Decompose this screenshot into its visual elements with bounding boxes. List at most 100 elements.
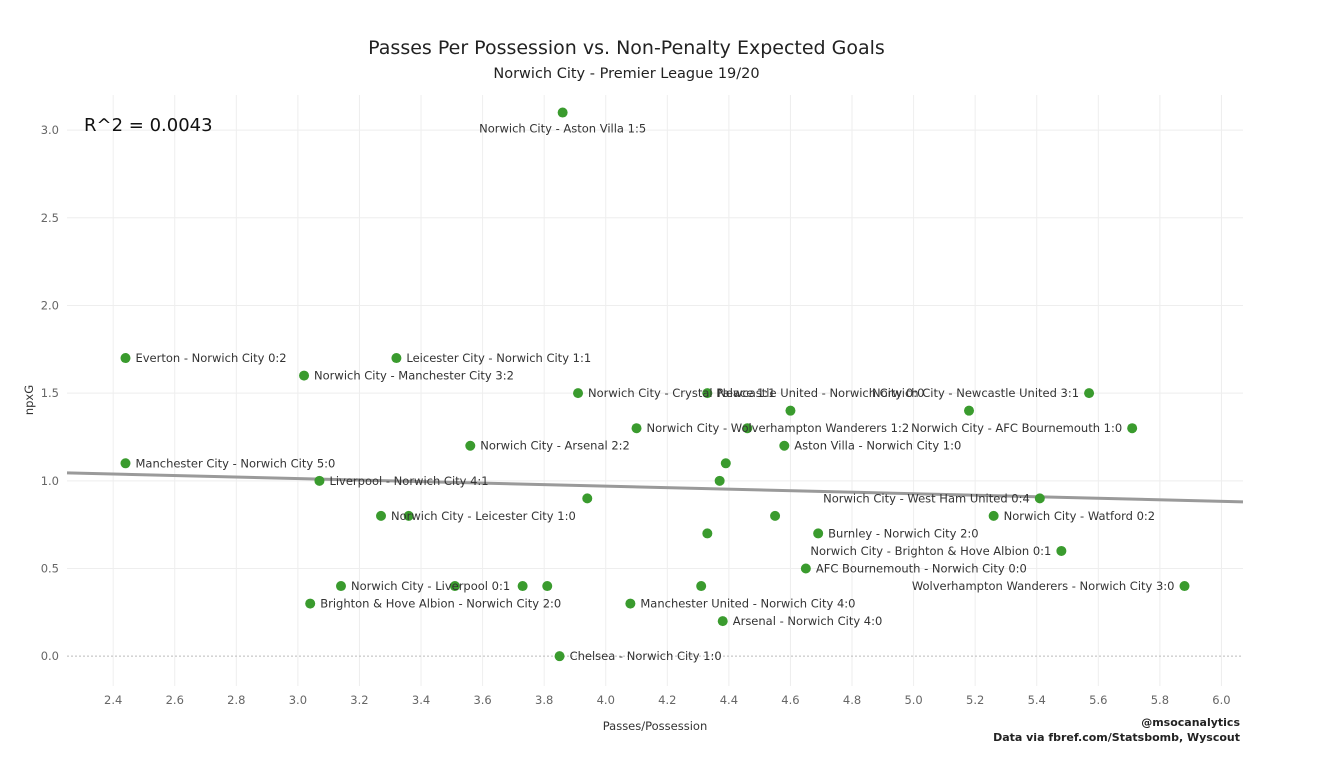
x-tick-label: 4.8 bbox=[843, 693, 861, 707]
point-label: Chelsea - Norwich City 1:0 bbox=[570, 649, 722, 663]
point-label: Liverpool - Norwich City 4:1 bbox=[329, 474, 488, 488]
data-point bbox=[800, 563, 811, 574]
point-label: Norwich City - Liverpool 0:1 bbox=[351, 579, 510, 593]
trend-line bbox=[66, 471, 1244, 504]
y-tick-label: 1.0 bbox=[41, 474, 59, 488]
data-point bbox=[770, 510, 781, 521]
data-point bbox=[785, 405, 796, 416]
point-label: Norwich City - Leicester City 1:0 bbox=[391, 509, 576, 523]
x-tick-label: 5.4 bbox=[1028, 693, 1046, 707]
y-tick-label: 3.0 bbox=[41, 123, 59, 137]
point-label: Everton - Norwich City 0:2 bbox=[135, 351, 286, 365]
x-tick-label: 4.6 bbox=[781, 693, 799, 707]
point-label: Norwich City - Wolverhampton Wanderers 1… bbox=[647, 421, 910, 435]
data-point bbox=[542, 581, 553, 592]
credit-handle: @msocanalytics bbox=[1141, 716, 1240, 729]
data-point bbox=[403, 510, 414, 521]
x-tick-label: 4.0 bbox=[597, 693, 615, 707]
trend-line-group bbox=[66, 471, 1244, 504]
x-tick-label: 4.4 bbox=[720, 693, 738, 707]
data-point bbox=[449, 581, 460, 592]
point-label: Leicester City - Norwich City 1:1 bbox=[406, 351, 591, 365]
x-tick-label: 5.8 bbox=[1151, 693, 1169, 707]
x-tick-label: 5.2 bbox=[966, 693, 984, 707]
data-point bbox=[465, 440, 476, 451]
data-point bbox=[720, 458, 731, 469]
data-point bbox=[554, 651, 565, 662]
point-labels: Norwich City - Aston Villa 1:5 Everton - … bbox=[135, 122, 1174, 664]
x-tick-label: 3.2 bbox=[350, 693, 368, 707]
x-tick-label: 3.6 bbox=[473, 693, 491, 707]
y-tick-label: 2.0 bbox=[41, 298, 59, 312]
y-tick-label: 0.5 bbox=[41, 562, 59, 576]
point-label: Norwich City - Aston Villa 1:5 bbox=[479, 122, 646, 136]
axis-ticks: 2.4 2.6 2.8 3.0 3.2 3.4 3.6 3.8 4.0 4.2 4.4 4.6 4.8 5… bbox=[41, 123, 1231, 707]
data-point bbox=[305, 598, 316, 609]
data-point bbox=[742, 423, 753, 434]
x-tick-label: 2.6 bbox=[166, 693, 184, 707]
point-label: Brighton & Hove Albion - Norwich City 2:… bbox=[320, 597, 561, 611]
chart-subtitle: Norwich City - Premier League 19/20 bbox=[493, 66, 760, 82]
point-label: Norwich City - Newcastle United 3:1 bbox=[872, 386, 1079, 400]
data-points bbox=[120, 107, 1190, 662]
y-tick-label: 2.5 bbox=[41, 211, 59, 225]
data-point bbox=[391, 353, 402, 364]
point-label: Wolverhampton Wanderers - Norwich City 3… bbox=[912, 579, 1175, 593]
y-tick-label: 0.0 bbox=[41, 649, 59, 663]
point-label: Norwich City - Brighton & Hove Albion 0:… bbox=[810, 544, 1051, 558]
data-point bbox=[517, 581, 528, 592]
point-label: Aston Villa - Norwich City 1:0 bbox=[794, 439, 961, 453]
data-point bbox=[625, 598, 636, 609]
data-point bbox=[314, 475, 325, 486]
point-label: Norwich City - West Ham United 0:4 bbox=[823, 491, 1030, 505]
data-point bbox=[1127, 423, 1138, 434]
data-point bbox=[702, 528, 713, 539]
data-point bbox=[376, 510, 387, 521]
credit-source: Data via fbref.com/Statsbomb, Wyscout bbox=[993, 731, 1240, 744]
data-point bbox=[1056, 545, 1067, 556]
data-point bbox=[696, 581, 707, 592]
data-point bbox=[631, 423, 642, 434]
data-point bbox=[1084, 388, 1095, 399]
point-label: AFC Bournemouth - Norwich City 0:0 bbox=[816, 562, 1027, 576]
data-point bbox=[714, 475, 725, 486]
x-tick-label: 5.6 bbox=[1089, 693, 1107, 707]
point-label: Norwich City - Manchester City 3:2 bbox=[314, 369, 514, 383]
data-point bbox=[813, 528, 824, 539]
data-point bbox=[335, 581, 346, 592]
point-label: Norwich City - AFC Bournemouth 1:0 bbox=[911, 421, 1122, 435]
data-point bbox=[702, 388, 713, 399]
x-tick-label: 3.4 bbox=[412, 693, 430, 707]
data-point bbox=[988, 510, 999, 521]
point-label: Newcastle United - Norwich City 0:0 bbox=[717, 386, 924, 400]
x-tick-label: 2.8 bbox=[227, 693, 245, 707]
data-point bbox=[964, 405, 975, 416]
r-squared-annotation: R^2 = 0.0043 bbox=[84, 115, 213, 136]
data-point bbox=[717, 616, 728, 627]
point-label: Arsenal - Norwich City 4:0 bbox=[733, 614, 883, 628]
data-point bbox=[120, 353, 131, 364]
chart-title: Passes Per Possession vs. Non-Penalty Ex… bbox=[368, 37, 885, 59]
x-axis-label: Passes/Possession bbox=[603, 719, 708, 733]
x-tick-label: 3.8 bbox=[535, 693, 553, 707]
data-point bbox=[779, 440, 790, 451]
x-tick-label: 4.2 bbox=[658, 693, 676, 707]
data-point bbox=[1179, 581, 1190, 592]
point-label: Norwich City - Arsenal 2:2 bbox=[480, 439, 630, 453]
data-point bbox=[120, 458, 131, 469]
y-axis-label: npxG bbox=[22, 385, 36, 415]
point-label: Manchester United - Norwich City 4:0 bbox=[640, 597, 855, 611]
x-tick-label: 2.4 bbox=[104, 693, 122, 707]
data-point bbox=[573, 388, 584, 399]
data-point bbox=[1034, 493, 1045, 504]
x-tick-label: 3.0 bbox=[289, 693, 307, 707]
x-tick-label: 5.0 bbox=[904, 693, 922, 707]
point-label: Burnley - Norwich City 2:0 bbox=[828, 526, 978, 540]
data-point bbox=[557, 107, 568, 118]
x-tick-label: 6.0 bbox=[1212, 693, 1230, 707]
data-point bbox=[582, 493, 593, 504]
point-label: Norwich City - Watford 0:2 bbox=[1004, 509, 1155, 523]
point-label: Manchester City - Norwich City 5:0 bbox=[135, 456, 335, 470]
point-label: Norwich City - Crystal Palace 1:1 bbox=[588, 386, 775, 400]
